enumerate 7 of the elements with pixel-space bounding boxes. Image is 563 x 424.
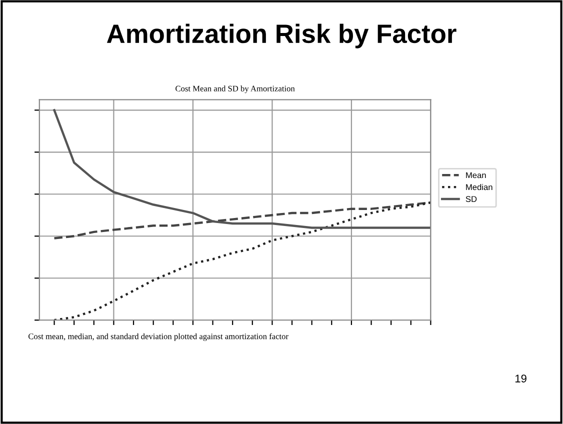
text: 19 bbox=[515, 374, 526, 382]
legend-label: SD bbox=[466, 196, 477, 202]
legend-label: Mean bbox=[466, 172, 486, 178]
chart-subtitle: Cost Mean and SD by Amortization bbox=[176, 86, 295, 94]
text: Cost mean, median, and standard deviation plotted against amortization factor bbox=[28, 333, 288, 341]
legend-label: Median bbox=[466, 184, 492, 190]
chart-title: Amortization Risk by Factor bbox=[106, 24, 456, 48]
